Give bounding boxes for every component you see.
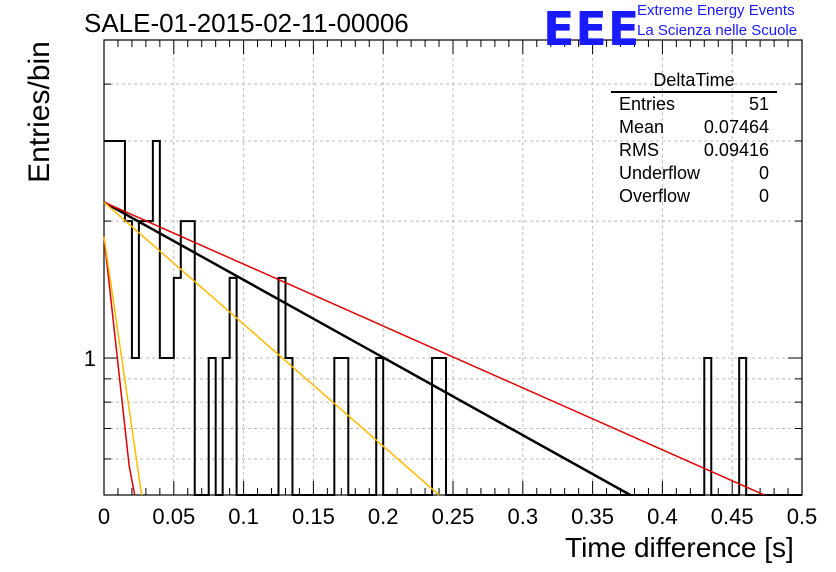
x-tick-label: 0 xyxy=(98,504,110,529)
histogram-series xyxy=(104,139,802,496)
x-tick-label: 0.45 xyxy=(711,504,754,529)
x-axis-label: Time difference [s] xyxy=(565,532,794,563)
x-tick-label: 0.2 xyxy=(368,504,399,529)
y-axis-label: Entries/bin xyxy=(23,41,56,183)
x-tick-label: 0.4 xyxy=(647,504,678,529)
stats-label: Entries xyxy=(619,94,676,114)
logo-subtitle-2: La Scienza nelle Scuole xyxy=(637,22,798,39)
y-tick-label: 1 xyxy=(84,346,96,371)
stats-value: 0.09416 xyxy=(703,140,769,160)
logo-subtitle-1: Extreme Energy Events xyxy=(637,2,795,19)
fit-line xyxy=(103,201,440,496)
x-tick-label: 0.05 xyxy=(152,504,195,529)
stats-row: Underflow 0 xyxy=(611,162,777,185)
stats-row: Overflow 0 xyxy=(611,185,777,208)
stats-label: Mean xyxy=(619,117,665,137)
stats-value: 0 xyxy=(758,163,769,183)
x-tick-label: 0.5 xyxy=(787,504,818,529)
stats-row: Entries 51 xyxy=(611,93,777,116)
fit-line xyxy=(103,201,765,496)
stats-label: RMS xyxy=(619,140,659,160)
fit-line xyxy=(103,201,631,497)
stats-row: RMS 0.09416 xyxy=(611,139,777,162)
stats-label: Overflow xyxy=(619,186,691,206)
chart-title: SALE-01-2015-02-11-00006 xyxy=(84,8,409,38)
x-tick-label: 0.35 xyxy=(571,504,614,529)
stats-box: DeltaTime Entries 51 Mean 0.07464 RMS 0.094… xyxy=(611,69,777,208)
stats-title: DeltaTime xyxy=(611,69,777,93)
eee-logo: EEE xyxy=(543,2,641,56)
x-tick-label: 0.25 xyxy=(432,504,475,529)
x-tick-label: 0.15 xyxy=(292,504,335,529)
stats-row: Mean 0.07464 xyxy=(611,116,777,139)
fit-line xyxy=(103,236,136,496)
stats-value: 51 xyxy=(748,94,769,114)
x-tick-label: 0.3 xyxy=(508,504,539,529)
stats-label: Underflow xyxy=(619,163,701,183)
stats-value: 0 xyxy=(758,186,769,206)
fit-line xyxy=(103,236,143,496)
stats-value: 0.07464 xyxy=(703,117,769,137)
x-tick-label: 0.1 xyxy=(228,504,259,529)
